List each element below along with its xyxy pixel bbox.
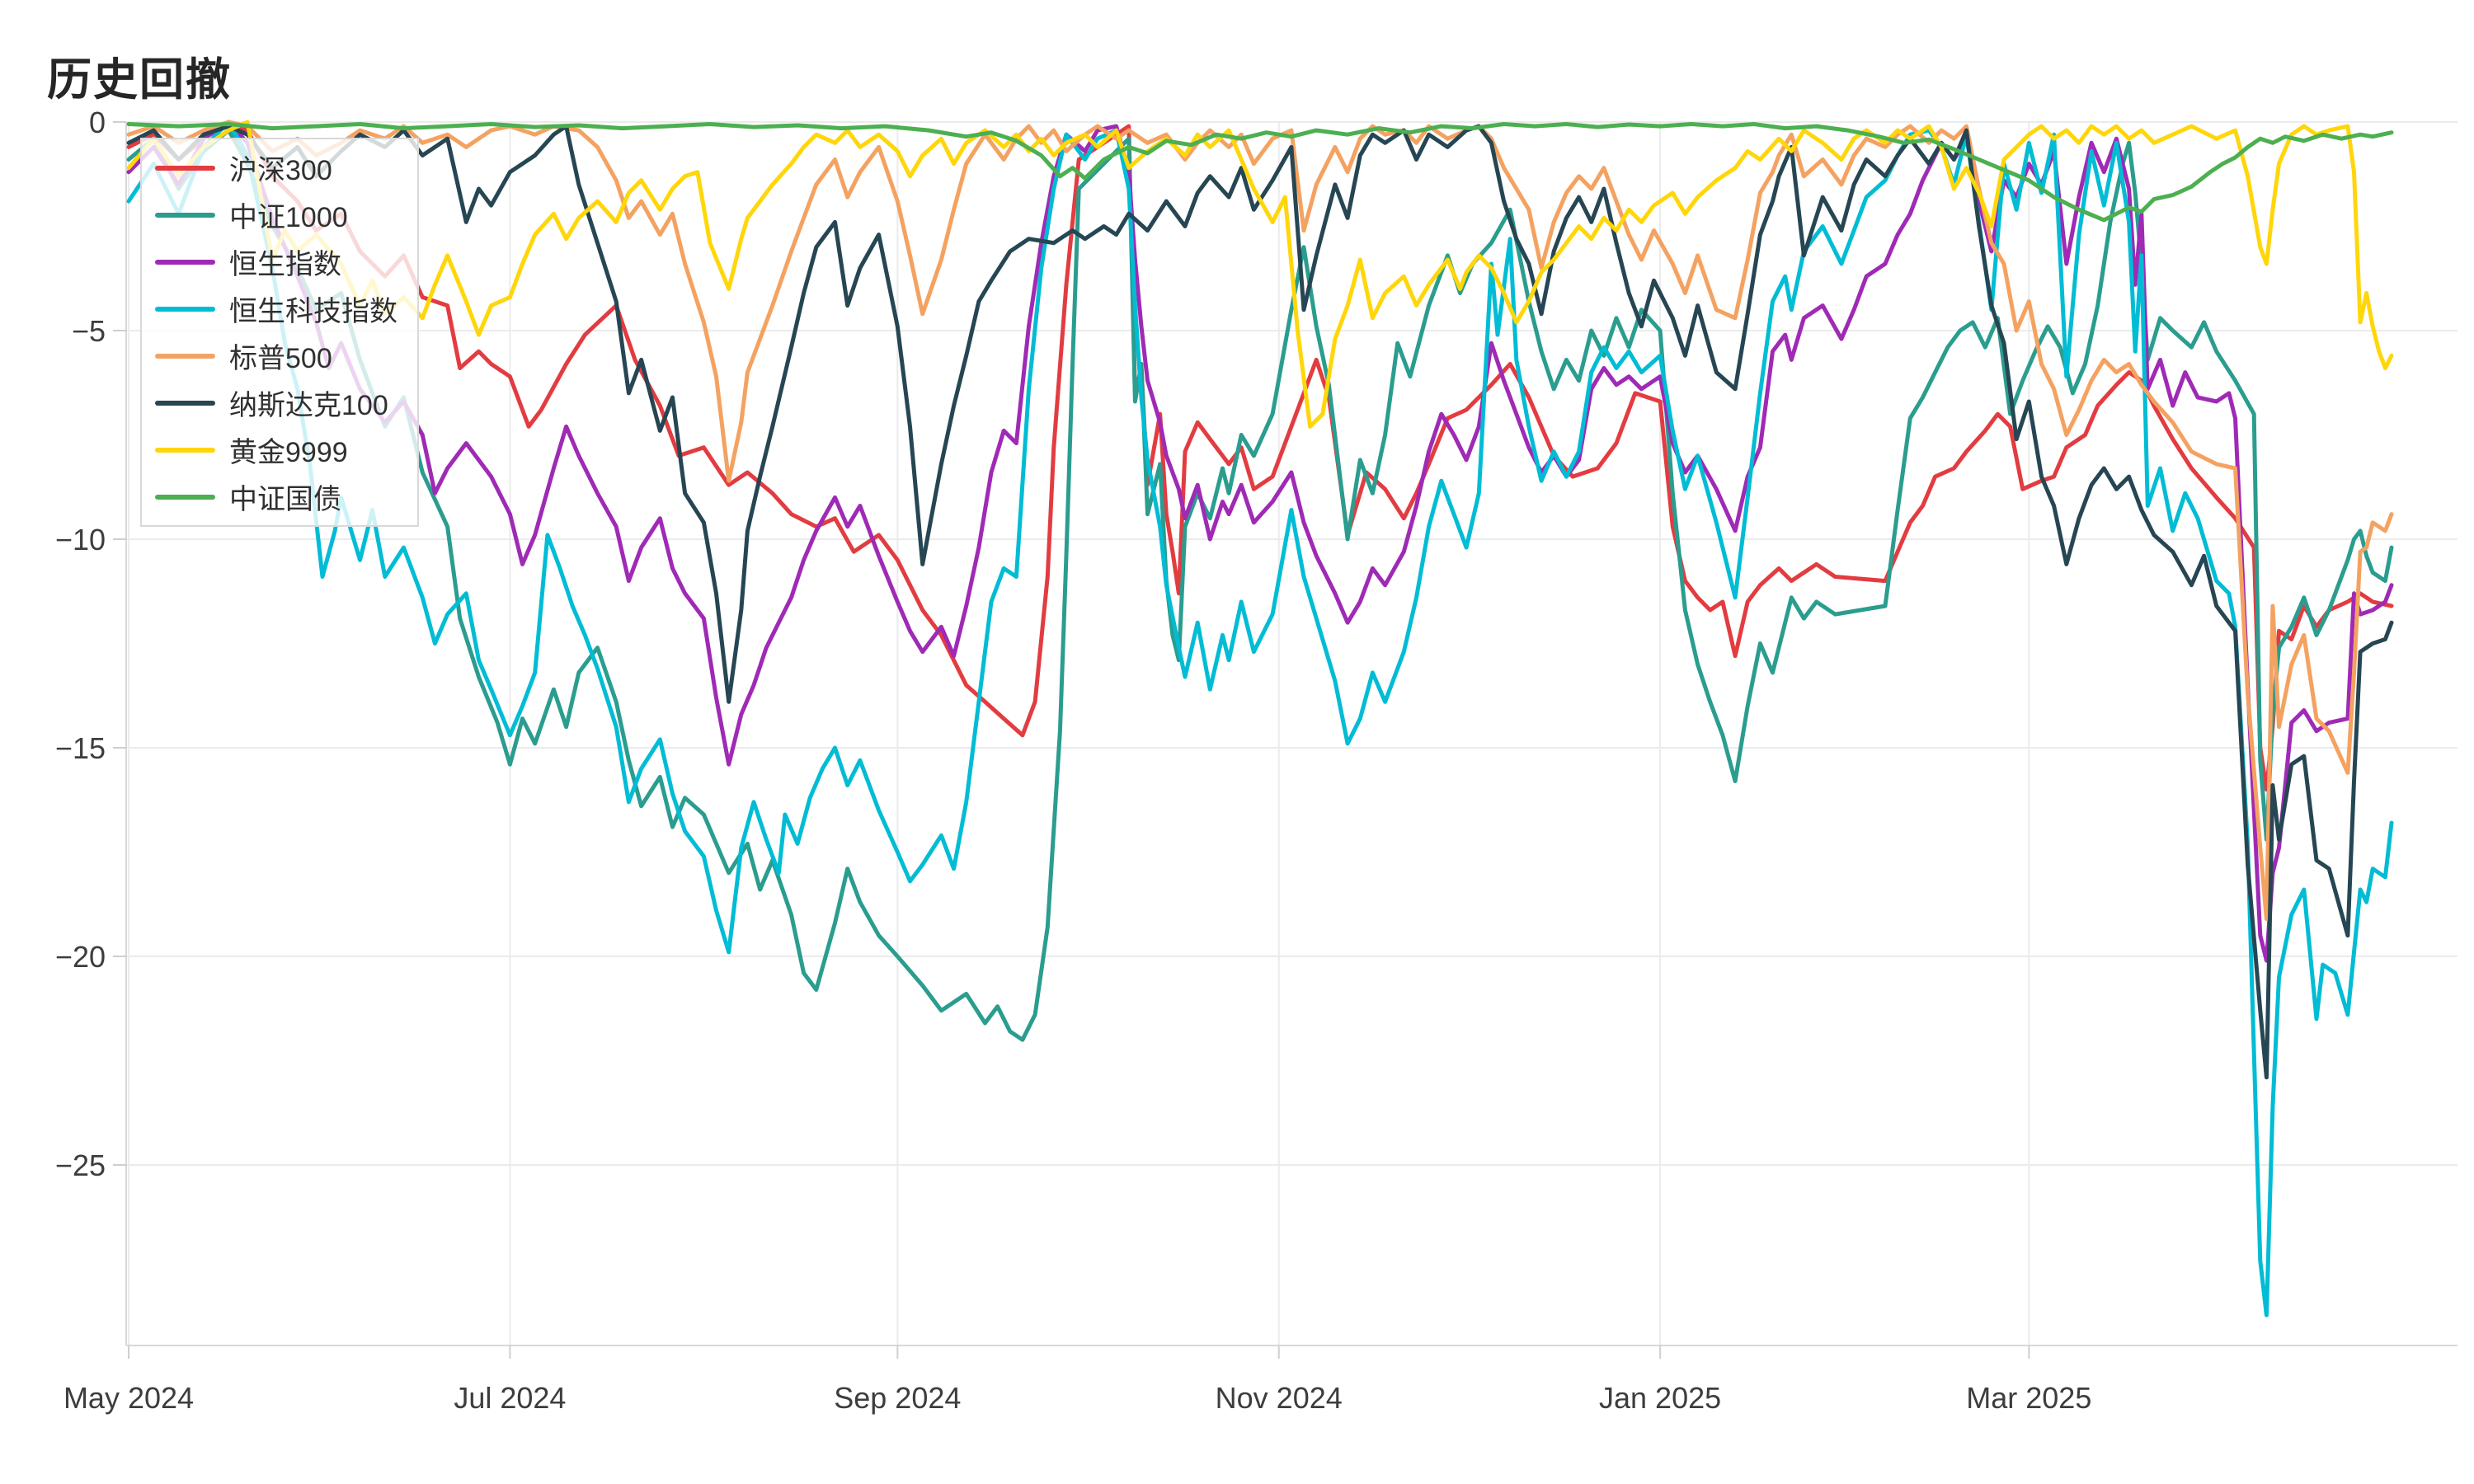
y-tick-label: −10 xyxy=(55,523,106,556)
axis-spines xyxy=(125,122,2458,1346)
series-line-7 xyxy=(126,122,2394,223)
legend-item[interactable]: 中证国债 xyxy=(142,473,417,520)
legend-color-line-icon xyxy=(155,400,215,406)
series-lines xyxy=(126,120,2394,1317)
legend-item-label: 恒生指数 xyxy=(229,249,341,280)
legend-item-label: 纳斯达克100 xyxy=(229,390,388,421)
x-tick-label: Mar 2025 xyxy=(1966,1381,2091,1415)
y-gridlines xyxy=(126,121,2458,1166)
series-line-3 xyxy=(126,120,2394,1317)
legend-item-label: 中证国债 xyxy=(229,484,341,515)
legend-item[interactable]: 纳斯达克100 xyxy=(142,379,417,426)
y-tick-label: −5 xyxy=(72,314,106,348)
x-tick-labels: May 2024 Jul 2024 Sep 2024 Nov 2024 Jan 2025… xyxy=(63,1381,2091,1415)
legend-color-line-icon xyxy=(155,259,215,265)
legend-item-label: 沪深300 xyxy=(229,155,332,186)
legend-item[interactable]: 中证1000 xyxy=(142,191,417,238)
series-line-1 xyxy=(126,128,2394,1042)
y-tick-label: 0 xyxy=(89,106,106,139)
series-line-6 xyxy=(126,120,2394,429)
series-line-2 xyxy=(126,120,2394,963)
legend-color-line-icon xyxy=(155,212,215,218)
legend-item[interactable]: 恒生指数 xyxy=(142,238,417,285)
legend-item[interactable]: 标普500 xyxy=(142,332,417,379)
legend-item-label: 黄金9999 xyxy=(229,437,348,468)
legend-item-label: 标普500 xyxy=(229,343,332,374)
axis-ticks xyxy=(113,121,2030,1359)
legend: 沪深300 中证1000 恒生指数恒生科技指数 标普500 纳斯达克100 黄金9999 中… xyxy=(140,138,419,527)
legend-item[interactable]: 沪深300 xyxy=(142,144,417,191)
x-tick-label: May 2024 xyxy=(63,1381,194,1415)
x-tick-label: Jul 2024 xyxy=(454,1381,566,1415)
series-line-4 xyxy=(126,120,2394,921)
x-tick-label: Nov 2024 xyxy=(1216,1381,1343,1415)
legend-color-line-icon xyxy=(155,353,215,359)
legend-color-line-icon xyxy=(155,447,215,453)
y-tick-label: −15 xyxy=(55,731,106,765)
legend-item-label: 恒生科技指数 xyxy=(229,296,397,327)
x-tick-label: Jan 2025 xyxy=(1599,1381,1721,1415)
chart-title: 历史回撤 xyxy=(47,55,232,105)
legend-color-line-icon xyxy=(155,165,215,171)
legend-color-line-icon xyxy=(155,494,215,500)
y-tick-label: −25 xyxy=(55,1148,106,1182)
x-tick-label: Sep 2024 xyxy=(834,1381,961,1415)
legend-item-label: 中证1000 xyxy=(229,202,348,233)
legend-color-line-icon xyxy=(155,306,215,312)
legend-item[interactable]: 恒生科技指数 xyxy=(142,285,417,332)
y-tick-label: −20 xyxy=(55,940,106,974)
y-tick-labels: 0 −5 −10 −15 −20 −25 xyxy=(55,106,106,1182)
legend-item[interactable]: 黄金9999 xyxy=(142,426,417,473)
